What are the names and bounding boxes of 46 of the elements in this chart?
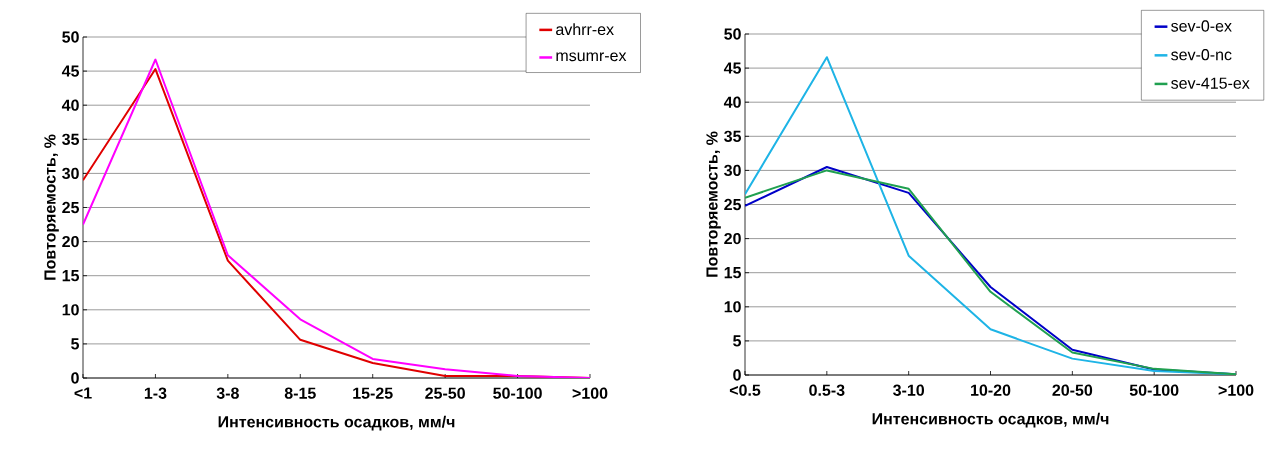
y-tick-label: 20	[724, 232, 741, 245]
y-tick-label: 40	[723, 96, 741, 108]
x-tick-label: >100	[572, 387, 608, 399]
x-tick-label: 50-100	[1129, 384, 1179, 396]
y-tick-label: 5	[733, 335, 742, 347]
y-tick-label: 40	[61, 99, 79, 111]
y-tick-label: 50	[62, 31, 79, 43]
legend-label: avhrr-ex	[556, 23, 614, 36]
x-tick-label: 10-20	[971, 384, 1011, 396]
y-tick-label: 0	[71, 372, 79, 384]
legend-label: sev-0-ex	[1171, 20, 1232, 32]
y-tick-label: 25	[724, 198, 742, 211]
y-tick-label: 45	[61, 65, 80, 77]
y-tick-label: 0	[733, 369, 741, 381]
x-tick-label: 3-8	[216, 387, 239, 399]
x-tick-label: 1-3	[144, 387, 167, 399]
y-tick-label: 15	[62, 270, 80, 282]
y-tick-label: 35	[62, 133, 80, 145]
y-tick-label: 35	[724, 130, 742, 142]
legend-label: sev-415-ex	[1171, 77, 1250, 89]
x-tick-label: 0.5-3	[809, 384, 845, 396]
x-tick-label: <1	[74, 387, 92, 399]
x-tick-label: 15-25	[353, 387, 393, 399]
x-tick-label: >100	[1218, 384, 1254, 396]
x-tick-label: 20-50	[1052, 384, 1093, 396]
y-axis-title: Повторяемость, %	[706, 131, 721, 277]
y-tick-label: 25	[62, 201, 80, 214]
y-tick-label: 45	[723, 62, 742, 74]
y-tick-label: 30	[724, 164, 741, 177]
x-tick-label: 25-50	[425, 387, 465, 399]
legend-label: msumr-ex	[556, 52, 627, 62]
y-tick-label: 10	[724, 301, 741, 313]
x-tick-label: <0.5	[729, 384, 761, 396]
x-axis-title: Интенсивность осадков, мм/ч	[872, 412, 1109, 428]
y-axis-title: Повторяемость, %	[44, 134, 59, 280]
x-axis-title: Интенсивность осадков, мм/ч	[218, 415, 455, 431]
y-tick-label: 15	[724, 267, 742, 279]
y-tick-label: 50	[724, 28, 741, 40]
y-tick-label: 10	[62, 304, 79, 316]
x-tick-label: 50-100	[493, 387, 542, 399]
x-tick-label: 3-10	[893, 384, 925, 396]
y-tick-label: 20	[62, 235, 79, 248]
legend-label: sev-0-nc	[1171, 49, 1232, 61]
y-tick-label: 30	[62, 167, 79, 180]
x-tick-label: 8-15	[284, 387, 316, 399]
y-tick-label: 5	[71, 338, 80, 350]
